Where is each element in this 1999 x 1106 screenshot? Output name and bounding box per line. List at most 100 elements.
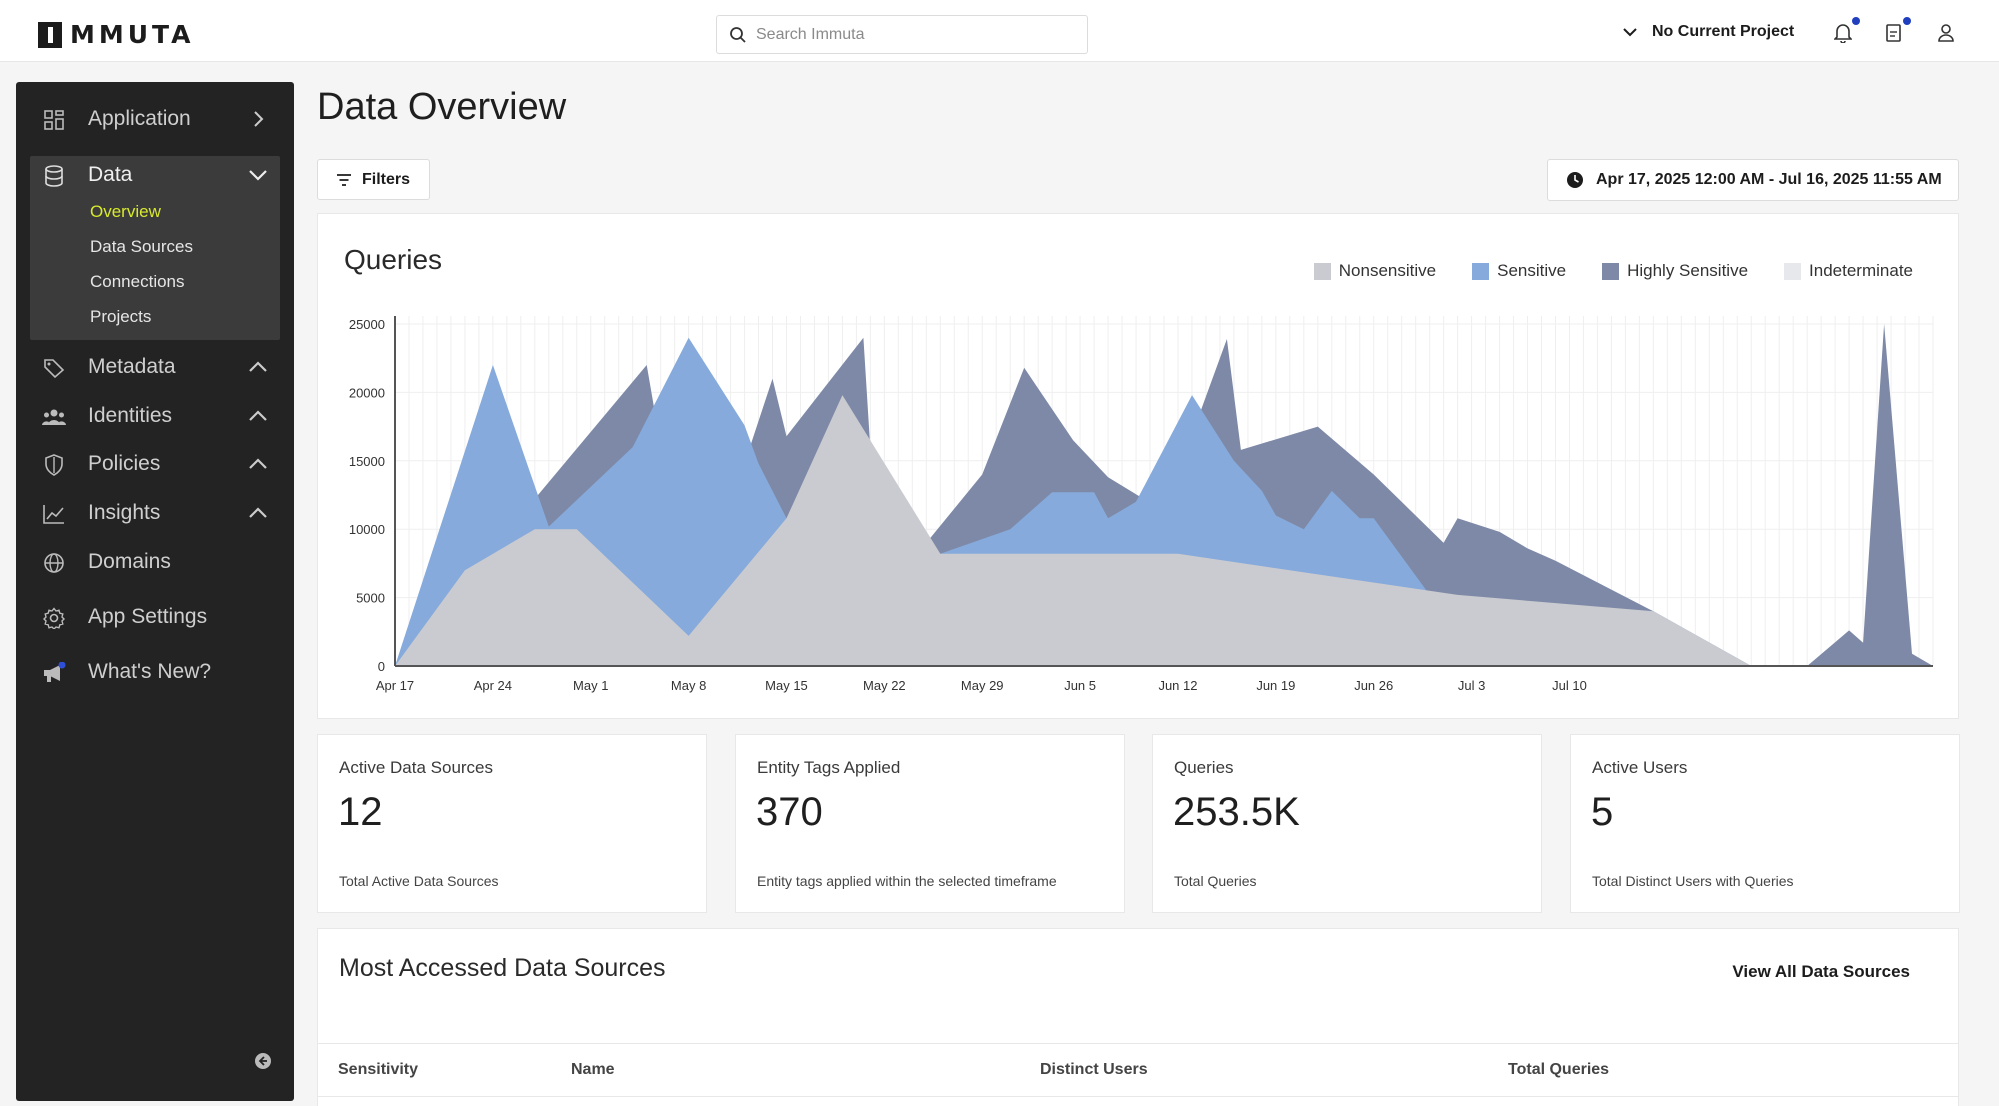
sidebar-item-label: Application bbox=[88, 107, 191, 130]
top-bar: MMUTA No Current Project bbox=[0, 0, 1999, 62]
x-tick-label: May 29 bbox=[961, 678, 1004, 693]
y-tick-label: 25000 bbox=[349, 317, 385, 332]
x-tick-label: Apr 17 bbox=[376, 678, 414, 693]
sidebar-item-label: Policies bbox=[88, 452, 161, 475]
stat-note: Entity tags applied within the selected … bbox=[757, 873, 1057, 889]
stat-card-active-data-sources: Active Data Sources 12 Total Active Data… bbox=[317, 734, 707, 913]
sidebar-item-label: What's New? bbox=[88, 660, 212, 683]
sidebar-item-label: Identities bbox=[88, 404, 173, 427]
x-tick-label: May 1 bbox=[573, 678, 608, 693]
sidebar-item-whats-new[interactable]: What's New? bbox=[30, 648, 280, 696]
sidebar-item-label: App Settings bbox=[88, 605, 208, 628]
filter-icon bbox=[337, 173, 351, 186]
sidebar-item-label: Data bbox=[88, 163, 133, 186]
stat-note: Total Queries bbox=[1174, 873, 1257, 889]
legend-label: Nonsensitive bbox=[1338, 261, 1437, 280]
globe-icon bbox=[42, 551, 66, 575]
x-tick-label: Jun 5 bbox=[1064, 678, 1096, 693]
x-tick-label: Jun 19 bbox=[1256, 678, 1295, 693]
sidebar-item-policies[interactable]: Policies bbox=[30, 440, 280, 488]
documents-button[interactable] bbox=[1883, 17, 1911, 44]
x-tick-label: May 15 bbox=[765, 678, 808, 693]
chevron-right-icon bbox=[254, 111, 264, 127]
x-tick-label: Jun 12 bbox=[1158, 678, 1197, 693]
collapse-sidebar-icon[interactable] bbox=[254, 1052, 272, 1070]
sidebar-item-data[interactable]: Data bbox=[30, 151, 280, 199]
table-title: Most Accessed Data Sources bbox=[339, 954, 666, 982]
chevron-up-icon bbox=[249, 410, 267, 421]
most-accessed-card: Most Accessed Data Sources View All Data… bbox=[317, 928, 1959, 1106]
legend-item-nonsensitive[interactable]: Nonsensitive bbox=[1313, 261, 1437, 281]
database-icon bbox=[42, 164, 66, 188]
user-icon bbox=[1938, 24, 1954, 42]
notification-dot bbox=[1852, 17, 1860, 25]
sidebar-subitem-connections[interactable]: Connections bbox=[90, 272, 185, 291]
stat-label: Active Users bbox=[1592, 758, 1688, 777]
sidebar-subitem-overview[interactable]: Overview bbox=[90, 202, 161, 221]
queries-area-chart: 25000 20000 15000 10000 5000 0 Apr 17 Apr 24 May… bbox=[349, 316, 1934, 693]
immuta-logo[interactable]: MMUTA bbox=[38, 20, 195, 49]
sidebar-subitem-data-sources[interactable]: Data Sources bbox=[90, 237, 193, 256]
y-tick-label: 20000 bbox=[349, 385, 385, 400]
stat-card-active-users: Active Users 5 Total Distinct Users with… bbox=[1570, 734, 1960, 913]
x-tick-label: Jul 10 bbox=[1552, 678, 1587, 693]
sidebar-subitem-projects[interactable]: Projects bbox=[90, 307, 152, 326]
clock-icon bbox=[1567, 172, 1583, 188]
chevron-down-icon bbox=[249, 170, 267, 181]
grid-icon bbox=[42, 108, 66, 132]
legend-swatch bbox=[1313, 262, 1331, 280]
y-tick-label: 5000 bbox=[356, 591, 385, 606]
stat-label: Entity Tags Applied bbox=[757, 758, 901, 777]
stat-note: Total Distinct Users with Queries bbox=[1592, 873, 1794, 889]
legend-item-highly-sensitive[interactable]: Highly Sensitive bbox=[1602, 261, 1748, 281]
legend-swatch bbox=[1472, 262, 1490, 280]
search-input[interactable] bbox=[756, 25, 1076, 44]
logo-text: MMUTA bbox=[70, 20, 195, 49]
project-selector[interactable]: No Current Project bbox=[1622, 23, 1794, 41]
legend-label: Highly Sensitive bbox=[1627, 261, 1749, 280]
chevron-up-icon bbox=[249, 361, 267, 372]
x-tick-label: Apr 24 bbox=[474, 678, 512, 693]
x-tick-label: May 22 bbox=[863, 678, 906, 693]
column-header-name[interactable]: Name bbox=[571, 1061, 615, 1078]
legend-item-indeterminate[interactable]: Indeterminate bbox=[1784, 261, 1913, 281]
stat-note: Total Active Data Sources bbox=[339, 873, 499, 889]
stat-value: 370 bbox=[756, 790, 823, 834]
stat-value: 253.5K bbox=[1173, 790, 1300, 834]
document-dot bbox=[1903, 17, 1911, 25]
logo-mark-icon bbox=[38, 21, 62, 48]
document-icon bbox=[1886, 24, 1901, 42]
shield-icon bbox=[42, 453, 66, 477]
stat-label: Active Data Sources bbox=[339, 758, 494, 777]
sidebar-item-insights[interactable]: Insights bbox=[30, 489, 280, 537]
view-all-data-sources-link[interactable]: View All Data Sources bbox=[1732, 962, 1910, 981]
sidebar-item-app-settings[interactable]: App Settings bbox=[30, 593, 280, 641]
chart-title: Queries bbox=[344, 244, 443, 275]
sidebar-item-label: Insights bbox=[88, 501, 161, 524]
column-header-sensitivity[interactable]: Sensitivity bbox=[338, 1061, 419, 1078]
page-title: Data Overview bbox=[317, 86, 567, 128]
search-box[interactable] bbox=[716, 15, 1088, 54]
queries-chart-card: Queries Nonsensitive Sensitive Highly Se… bbox=[317, 213, 1959, 719]
column-header-distinct-users[interactable]: Distinct Users bbox=[1040, 1061, 1148, 1078]
sidebar: Application Data Overview Data Sources C… bbox=[16, 82, 294, 1101]
user-menu-button[interactable] bbox=[1935, 22, 1957, 44]
filters-label: Filters bbox=[362, 170, 411, 188]
stat-card-entity-tags: Entity Tags Applied 370 Entity tags appl… bbox=[735, 734, 1125, 913]
date-range-picker[interactable]: Apr 17, 2025 12:00 AM - Jul 16, 2025 11:… bbox=[1547, 159, 1959, 201]
legend-swatch bbox=[1784, 262, 1802, 280]
column-header-total-queries[interactable]: Total Queries bbox=[1508, 1061, 1610, 1078]
y-tick-label: 10000 bbox=[349, 522, 385, 537]
line-chart-icon bbox=[42, 502, 66, 526]
legend-item-sensitive[interactable]: Sensitive bbox=[1472, 261, 1566, 281]
sidebar-item-application[interactable]: Application bbox=[30, 95, 280, 143]
people-icon bbox=[42, 405, 66, 429]
filters-button[interactable]: Filters bbox=[317, 159, 430, 200]
sidebar-item-domains[interactable]: Domains bbox=[30, 538, 280, 586]
megaphone-icon bbox=[42, 661, 66, 685]
x-tick-label: May 8 bbox=[671, 678, 706, 693]
sidebar-item-metadata[interactable]: Metadata bbox=[30, 343, 280, 391]
bell-icon bbox=[1834, 24, 1852, 43]
notifications-button[interactable] bbox=[1832, 17, 1860, 44]
sidebar-item-identities[interactable]: Identities bbox=[30, 392, 280, 440]
